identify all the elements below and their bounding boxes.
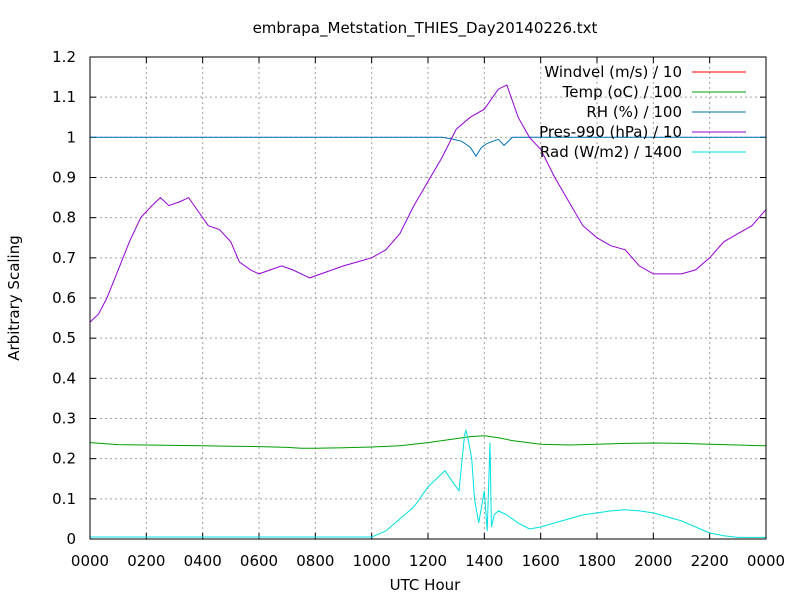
series-3-legend-label: RH (%) / 100 <box>586 103 682 121</box>
x-tick-label: 2200 <box>691 552 729 570</box>
series-2-legend-label: Temp (oC) / 100 <box>562 83 682 101</box>
y-tick-label: 0.6 <box>52 289 76 307</box>
series-4-line <box>89 84 767 323</box>
series-1-legend-label: Windvel (m/s) / 10 <box>544 63 682 81</box>
x-tick-label: 1800 <box>578 552 616 570</box>
x-tick-label: 0000 <box>71 552 109 570</box>
series-5-legend-label: Rad (W/m2) / 1400 <box>540 143 682 161</box>
x-tick-label: 1400 <box>465 552 503 570</box>
series-4-legend-label: Pres-990 (hPa) / 10 <box>539 123 682 141</box>
legend: Windvel (m/s) / 10 Temp (oC) / 100 RH (%) … <box>539 63 746 161</box>
y-tick-label: 1 <box>66 128 76 146</box>
series-3-line <box>90 136 766 158</box>
axis-ticks: 0 0.1 0.2 0.3 0.4 0.5 0.6 0.7 0.8 0.9 1 1.1 1.2 0000 0… <box>52 48 785 570</box>
chart-title: embrapa_Metstation_THIES_Day20140226.txt <box>253 19 598 38</box>
y-tick-label: 0.3 <box>52 410 76 428</box>
y-tick-label: 0.4 <box>52 369 76 387</box>
x-axis-label: UTC Hour <box>390 576 461 594</box>
y-axis-label: Arbitrary Scaling <box>5 235 23 361</box>
plot-frame <box>89 56 767 540</box>
x-tick-label: 1600 <box>522 552 560 570</box>
y-tick-label: 0.5 <box>52 329 76 347</box>
series-5-line <box>90 428 766 538</box>
x-tick-label: 0400 <box>184 552 222 570</box>
y-tick-label: 1.1 <box>52 88 76 106</box>
x-tick-label: 0200 <box>127 552 165 570</box>
y-tick-label: 0.8 <box>52 209 76 227</box>
x-tick-label: 0800 <box>296 552 334 570</box>
y-tick-label: 0 <box>66 530 76 548</box>
y-tick-label: 1.2 <box>52 48 76 66</box>
y-tick-label: 0.7 <box>52 249 76 267</box>
x-tick-label: 1200 <box>409 552 447 570</box>
x-tick-label: 2000 <box>634 552 672 570</box>
series-lines <box>89 84 767 538</box>
x-tick-label: 1000 <box>353 552 391 570</box>
series-2-line <box>89 435 767 449</box>
x-tick-label: 0600 <box>240 552 278 570</box>
x-tick-label: 0000 <box>747 552 785 570</box>
y-tick-label: 0.1 <box>52 490 76 508</box>
y-tick-label: 0.9 <box>52 169 76 187</box>
y-tick-label: 0.2 <box>52 450 76 468</box>
